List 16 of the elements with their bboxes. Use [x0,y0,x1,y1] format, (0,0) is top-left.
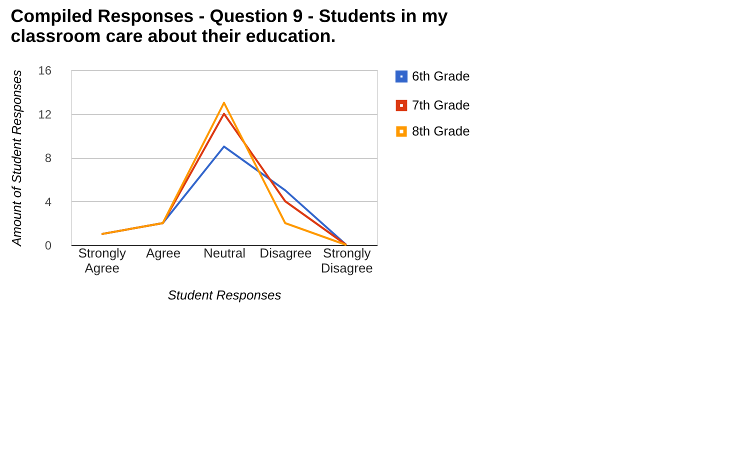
y-axis-title: Amount of Student Responses [9,69,24,248]
y-tick-label: 0 [44,238,52,252]
chart-title: Compiled Responses - Question 9 - Students in my classroom care about their education. [10,6,448,46]
x-tick-label: Strongly Agree [78,246,126,276]
y-tick-label: 12 [38,107,52,122]
y-tick-label: 4 [44,194,52,209]
x-tick-label: Agree [146,246,181,260]
x-tick-label: Neutral [204,246,246,260]
x-tick-label: Disagree [260,246,312,260]
y-tick-label: 16 [38,64,52,78]
legend-label: 7th Grade [412,98,470,112]
x-tick-label: Strongly Disagree [320,246,373,276]
legend-label: 6th Grade [412,68,470,84]
x-axis-title: Student Responses [168,288,282,302]
y-tick-label: 8 [44,151,52,165]
legend-label: 8th Grade [412,124,470,138]
